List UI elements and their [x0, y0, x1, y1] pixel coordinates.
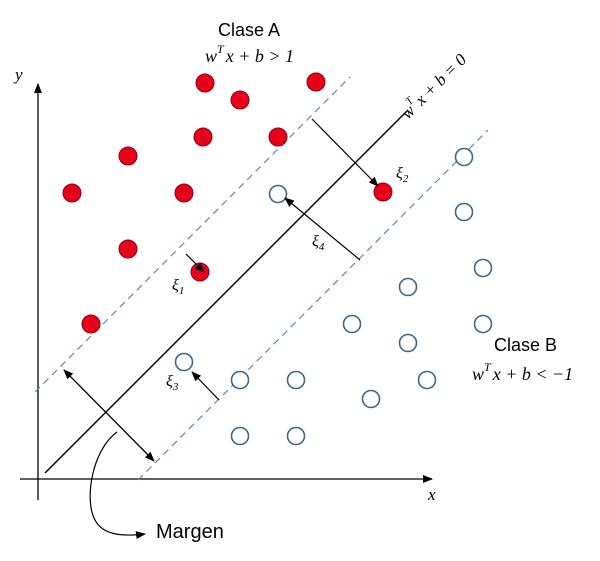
class-b-point: [417, 370, 437, 390]
y-axis-label: y: [13, 65, 23, 84]
class-a-point: [230, 90, 250, 110]
class-b-point: [454, 147, 474, 167]
class-a-point: [306, 72, 326, 92]
class-a-point: [193, 127, 213, 147]
class-b-point: [473, 314, 493, 334]
slack-label-2: ξ2: [396, 165, 409, 185]
class-b-point: [361, 389, 381, 409]
class-a-point: [373, 182, 393, 202]
class-a-point: [81, 314, 101, 334]
margin-callout-arrow: [89, 431, 146, 540]
class-a-title: Clase A: [218, 20, 280, 40]
class-a-inequality: wT x + b > 1: [205, 42, 294, 66]
class-a-point: [174, 183, 194, 203]
slack-label-1: ξ1: [172, 277, 184, 297]
slack-arrows: [185, 118, 379, 401]
class-a-point: [118, 239, 138, 259]
class-a-point: [190, 262, 210, 282]
class-b-inequality: wT x + b < −1: [472, 360, 573, 384]
x-axis-label: x: [427, 485, 436, 504]
hyperplane-equation: wTx + b = 0: [395, 48, 470, 123]
slack-label-3: ξ3: [166, 373, 179, 393]
class-b-point: [230, 370, 250, 390]
slack-label-4: ξ4: [312, 233, 325, 253]
slack-arrow-2: [311, 118, 379, 187]
class-b-point: [174, 352, 194, 372]
slack-arrow-3: [191, 371, 220, 401]
class-b-point: [473, 258, 493, 278]
slack-arrow-4: [284, 197, 361, 261]
class-b-point: [398, 333, 418, 353]
class-a-point: [118, 146, 138, 166]
margin-label: Margen: [156, 521, 224, 543]
axes: y x: [13, 65, 436, 504]
slack-arrow-1: [185, 253, 205, 273]
class-b-title: Clase B: [494, 335, 557, 355]
decision-boundary-line: [44, 109, 409, 474]
class-a-point: [62, 183, 82, 203]
upper-margin-line: [34, 76, 351, 393]
class-b-point: [398, 277, 418, 297]
class-b-point: [230, 426, 250, 446]
class-a-point: [268, 127, 288, 147]
class-b-points: [174, 147, 493, 446]
lower-margin-line: [137, 129, 489, 481]
class-a-points: [62, 72, 393, 334]
class-b-point: [286, 370, 306, 390]
class-a-point: [195, 73, 215, 93]
class-b-point: [268, 184, 288, 204]
class-b-point: [286, 426, 306, 446]
margin-width-arrow: [63, 369, 155, 462]
class-b-point: [342, 314, 362, 334]
class-b-point: [454, 202, 474, 222]
